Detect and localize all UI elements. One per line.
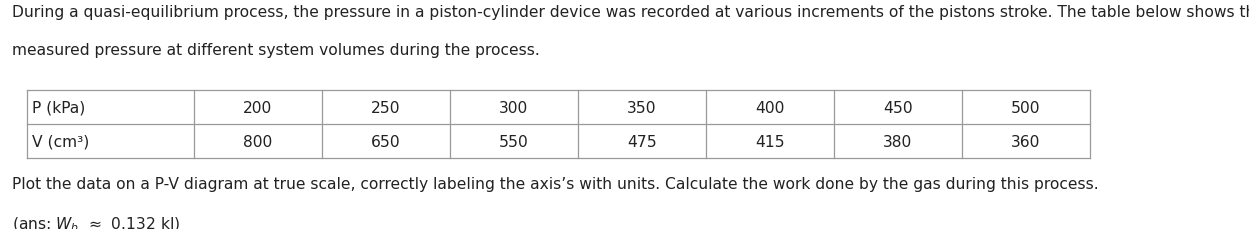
Text: 200: 200 bbox=[244, 100, 272, 115]
Text: 450: 450 bbox=[883, 100, 913, 115]
Text: 650: 650 bbox=[371, 134, 401, 149]
Text: P (kPa): P (kPa) bbox=[32, 100, 85, 115]
Text: (ans: $W_b$  ≈  0.132 kJ): (ans: $W_b$ ≈ 0.132 kJ) bbox=[12, 214, 181, 229]
Text: Plot the data on a P-V diagram at true scale, correctly labeling the axis’s with: Plot the data on a P-V diagram at true s… bbox=[12, 176, 1099, 191]
Text: 300: 300 bbox=[500, 100, 528, 115]
Text: V (cm³): V (cm³) bbox=[32, 134, 90, 149]
Text: 800: 800 bbox=[244, 134, 272, 149]
Text: 250: 250 bbox=[371, 100, 401, 115]
Text: measured pressure at different system volumes during the process.: measured pressure at different system vo… bbox=[12, 43, 541, 58]
Text: 350: 350 bbox=[627, 100, 657, 115]
Text: 550: 550 bbox=[498, 134, 528, 149]
Text: 500: 500 bbox=[1010, 100, 1040, 115]
Text: During a quasi-equilibrium process, the pressure in a piston-cylinder device was: During a quasi-equilibrium process, the … bbox=[12, 5, 1249, 19]
Text: 475: 475 bbox=[627, 134, 657, 149]
Text: 380: 380 bbox=[883, 134, 912, 149]
Text: 360: 360 bbox=[1010, 134, 1040, 149]
Text: 415: 415 bbox=[754, 134, 784, 149]
Text: 400: 400 bbox=[754, 100, 784, 115]
